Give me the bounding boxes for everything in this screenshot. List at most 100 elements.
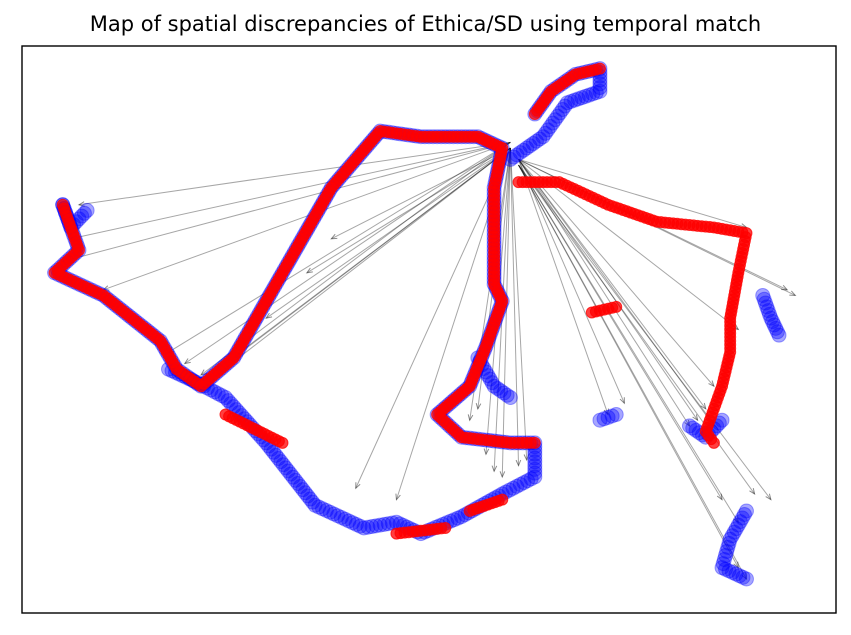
point-s0-347 xyxy=(302,491,318,507)
point-s1-428 xyxy=(276,436,289,449)
point-s0-444 xyxy=(528,133,544,149)
point-s0-336 xyxy=(341,513,357,529)
point-s0-483 xyxy=(759,299,775,315)
point-s0-519 xyxy=(720,539,736,555)
point-s0-524 xyxy=(714,560,730,576)
point-s0-448 xyxy=(515,142,531,158)
arrow-22 xyxy=(518,159,609,415)
point-s0-446 xyxy=(522,138,538,154)
point-s0-331 xyxy=(360,519,376,535)
arrow-9 xyxy=(233,147,511,359)
arrow-head-32 xyxy=(741,572,748,581)
point-s0-282 xyxy=(527,458,543,474)
arrow-31 xyxy=(518,164,739,568)
arrow-head-11 xyxy=(305,267,313,274)
point-s0-360 xyxy=(270,450,286,466)
point-s0-344 xyxy=(311,499,327,515)
arrow-19 xyxy=(501,148,511,477)
point-s0-348 xyxy=(300,488,316,504)
point-s0-285 xyxy=(527,469,543,485)
point-s0-438 xyxy=(545,115,561,131)
point-s0-492 xyxy=(592,412,608,428)
point-s0-355 xyxy=(283,466,299,482)
point-s0-346 xyxy=(305,494,321,510)
point-s0-381 xyxy=(214,388,230,404)
point-s0-338 xyxy=(333,509,349,525)
point-s0-449 xyxy=(512,145,528,161)
point-s1-438 xyxy=(496,493,509,506)
point-s0-350 xyxy=(295,482,311,498)
point-s0-437 xyxy=(547,112,563,128)
point-s0-423 xyxy=(592,83,608,99)
point-s0-509 xyxy=(738,503,754,519)
arrow-3 xyxy=(103,141,511,291)
point-s1-276 xyxy=(528,436,541,449)
point-s0-512 xyxy=(732,514,748,530)
point-s0-442 xyxy=(535,129,551,145)
point-s0-495 xyxy=(604,408,620,424)
point-s0-471 xyxy=(480,368,496,384)
arrow-head-17 xyxy=(483,448,490,456)
arrow-24 xyxy=(518,159,690,427)
point-s0-472 xyxy=(482,371,498,387)
point-s0-290 xyxy=(509,478,525,494)
point-s0-514 xyxy=(728,521,744,537)
arrow-head-30 xyxy=(733,516,739,524)
arrow-head-22 xyxy=(603,408,609,416)
point-s0-280 xyxy=(527,450,543,466)
series-layer xyxy=(47,61,787,587)
arrow-head-23 xyxy=(619,397,625,405)
point-s0-525 xyxy=(718,561,734,577)
point-s0-435 xyxy=(552,105,568,121)
point-s0-445 xyxy=(525,136,541,152)
point-s0-527 xyxy=(725,565,741,580)
point-s0-513 xyxy=(730,517,746,533)
arrow-20 xyxy=(509,148,520,466)
arrow-head-13 xyxy=(355,482,361,490)
point-s0-475 xyxy=(489,380,505,396)
arrow-head-6 xyxy=(183,358,191,365)
arrow-head-33 xyxy=(749,487,756,495)
point-s0-357 xyxy=(278,460,294,476)
arrow-head-21 xyxy=(523,454,530,462)
point-s0-291 xyxy=(505,480,521,496)
arrow-head-5 xyxy=(200,369,208,376)
arrow-26 xyxy=(518,159,707,410)
arrow-25 xyxy=(518,159,699,421)
point-s0-283 xyxy=(527,461,543,477)
arrow-2 xyxy=(62,141,511,262)
point-s0-464 xyxy=(76,205,92,221)
point-s0-326 xyxy=(380,516,396,532)
arrow-4 xyxy=(168,141,511,353)
point-s0-465 xyxy=(79,202,95,218)
point-s0-284 xyxy=(527,465,543,481)
point-s0-349 xyxy=(297,485,313,501)
point-s0-517 xyxy=(722,531,738,547)
series-1 xyxy=(48,62,753,540)
point-s0-531 xyxy=(738,571,754,587)
arrow-10 xyxy=(265,147,511,319)
point-s0-341 xyxy=(322,504,338,520)
point-s0-515 xyxy=(726,524,742,540)
point-s0-288 xyxy=(516,475,532,491)
point-s0-354 xyxy=(285,469,301,485)
arrow-head-36 xyxy=(781,284,789,291)
point-s0-428 xyxy=(574,90,590,106)
point-s0-521 xyxy=(718,547,734,563)
arrow-8 xyxy=(217,147,511,370)
arrow-28 xyxy=(518,159,715,427)
point-s0-482 xyxy=(757,295,773,311)
point-s0-342 xyxy=(318,503,334,519)
point-s0-511 xyxy=(734,510,750,526)
point-s0-343 xyxy=(315,501,331,517)
arrow-1 xyxy=(70,141,511,240)
arrow-7 xyxy=(208,147,511,381)
point-s0-281 xyxy=(527,454,543,470)
arrow-head-14 xyxy=(395,493,401,501)
point-s0-434 xyxy=(554,102,570,118)
point-s0-523 xyxy=(715,556,731,572)
point-s0-356 xyxy=(280,463,296,479)
point-s0-440 xyxy=(540,122,556,138)
arrow-head-37 xyxy=(789,290,797,297)
